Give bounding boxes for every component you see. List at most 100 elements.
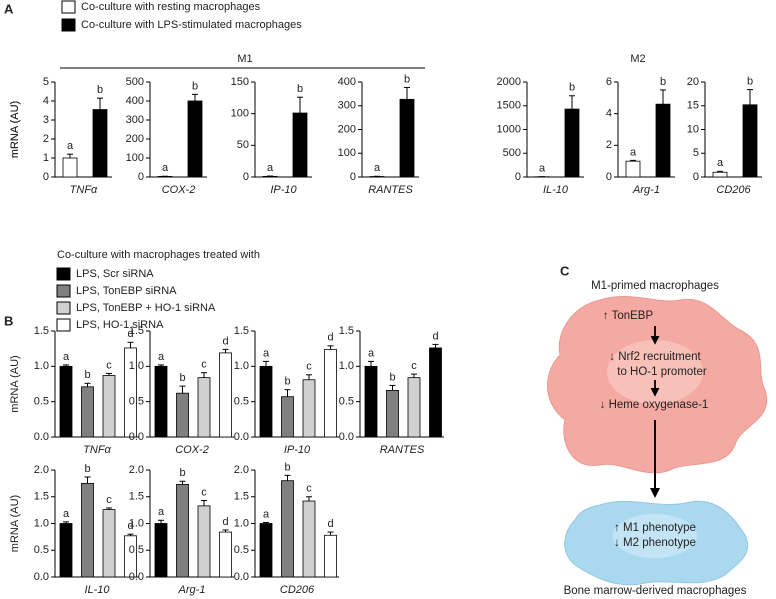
y-tick-label: 5 [693, 147, 699, 159]
bar [197, 377, 211, 438]
y-tick-label: 1.5 [129, 325, 144, 337]
y-tick-label: 2.0 [129, 464, 144, 476]
y-tick-label: 1000 [497, 123, 521, 135]
y-tick-label: 1.0 [34, 360, 49, 372]
diagram-outcome: ↑ M1 phenotype [614, 522, 696, 534]
bar [302, 379, 316, 438]
y-axis-label: mRNA (AU) [9, 495, 21, 552]
y-tick-label: 5 [43, 76, 49, 88]
significance-label: a [63, 508, 70, 520]
legend-swatch [56, 318, 71, 332]
significance-label: a [63, 351, 70, 363]
y-tick-label: 15 [687, 100, 699, 112]
y-tick-label: 400 [126, 95, 144, 107]
panel-label: B [4, 313, 13, 328]
y-tick-label: 0 [243, 171, 249, 183]
y-tick-label: 0 [43, 171, 49, 183]
y-axis-label: mRNA (AU) [9, 101, 21, 158]
bar [259, 365, 273, 438]
significance-label: b [284, 376, 290, 388]
diagram-step: ↑ TonEBP [603, 310, 654, 322]
y-tick-label: 2 [606, 139, 612, 151]
y-tick-label: 1 [43, 152, 49, 164]
x-axis-label: COX-2 [162, 184, 196, 196]
bmdm-nucleus [613, 514, 697, 558]
y-tick-label: 2.0 [34, 464, 49, 476]
bar [154, 365, 168, 438]
significance-label: a [717, 157, 724, 169]
diagram-step: ↓ Nrf2 recruitment [609, 351, 701, 363]
significance-label: a [539, 163, 546, 175]
y-tick-label: 4 [606, 108, 612, 120]
bar [259, 523, 273, 578]
y-tick-label: 1.0 [234, 517, 249, 529]
bar [59, 523, 73, 578]
bar [742, 104, 758, 178]
bar [187, 100, 203, 178]
significance-label: d [222, 335, 228, 347]
significance-label: c [201, 486, 207, 498]
group-label: M1 [237, 53, 252, 65]
significance-label: d [127, 328, 133, 340]
bar [564, 108, 580, 178]
y-tick-label: 0 [693, 171, 699, 183]
legend-swatch [56, 301, 71, 315]
significance-label: b [284, 461, 290, 473]
bar [176, 392, 189, 438]
bar [386, 389, 399, 438]
diagram-label: Bone marrow-derived macrophages [564, 585, 747, 597]
y-tick-label: 0 [515, 171, 521, 183]
bar [399, 98, 415, 178]
significance-label: a [374, 162, 381, 174]
y-tick-label: 150 [231, 76, 249, 88]
significance-label: b [747, 76, 753, 88]
bar [219, 352, 232, 438]
x-axis-label: COX-2 [175, 444, 209, 456]
diagram-step: to HO-1 promoter [617, 366, 707, 378]
significance-label: c [411, 360, 417, 372]
y-tick-label: 0.5 [129, 544, 144, 556]
significance-label: c [306, 361, 312, 373]
y-tick-label: 1.0 [234, 360, 249, 372]
bar [62, 157, 78, 178]
y-tick-label: 0.5 [34, 544, 49, 556]
diagram-label: M1-primed macrophages [591, 280, 719, 292]
y-axis-label: mRNA (AU) [9, 101, 21, 158]
significance-label: a [158, 506, 165, 518]
y-tick-label: 20 [687, 76, 699, 88]
x-axis-label: IL-10 [84, 584, 110, 596]
bar [407, 377, 421, 438]
bar [197, 505, 211, 578]
significance-label: b [192, 80, 198, 92]
y-tick-label: 0.5 [34, 396, 49, 408]
legend-swatch [61, 18, 76, 32]
bar [712, 171, 728, 178]
x-axis-label: TNFα [83, 444, 111, 456]
significance-label: b [84, 463, 90, 475]
significance-label: b [569, 82, 575, 94]
y-tick-label: 0.0 [129, 431, 144, 443]
y-tick-label: 1.0 [129, 360, 144, 372]
group-label: M2 [630, 53, 645, 65]
y-tick-label: 0.5 [339, 396, 354, 408]
diagram-step: ↓ Heme oxygenase-1 [600, 399, 709, 411]
bar [176, 484, 189, 578]
significance-label: a [263, 347, 270, 359]
x-axis-label: IP-10 [284, 444, 311, 456]
significance-label: b [84, 369, 90, 381]
legend-title: Co-culture with macrophages treated with [57, 249, 260, 261]
panel-label: C [560, 263, 570, 278]
significance-label: d [327, 332, 333, 344]
legend-swatch [61, 0, 76, 14]
significance-label: b [404, 73, 410, 85]
x-axis-label: RANTES [380, 444, 425, 456]
significance-label: a [162, 162, 169, 174]
bar [324, 348, 337, 438]
y-tick-label: 1.5 [234, 325, 249, 337]
bar [154, 523, 168, 578]
y-tick-label: 100 [338, 147, 356, 159]
y-tick-label: 0 [606, 171, 612, 183]
bar [81, 482, 94, 578]
significance-label: d [327, 518, 333, 530]
